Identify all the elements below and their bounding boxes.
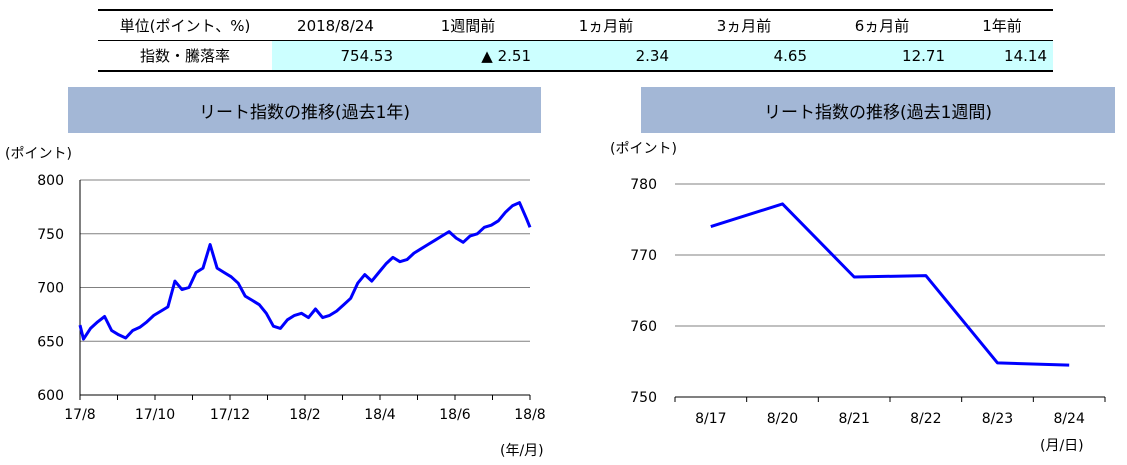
three-month-change: 4.65	[675, 40, 813, 72]
index-value: 754.53	[272, 40, 399, 72]
six-month-change: 12.71	[813, 40, 951, 72]
left-x-tick-label: 18/8	[514, 407, 545, 423]
one-year-header: 1年前	[951, 9, 1053, 41]
right-x-tick-label: 8/21	[838, 411, 869, 427]
left-x-axis-label: (年/月)	[500, 443, 544, 459]
one-week-change: ▲ 2.51	[399, 40, 537, 72]
right-x-tick-label: 8/20	[767, 411, 798, 427]
right-x-tick-label: 8/23	[982, 411, 1013, 427]
unit-header: 単位(ポイント、%)	[98, 9, 272, 41]
date-header: 2018/8/24	[272, 9, 399, 41]
summary-header-row: 単位(ポイント、%) 2018/8/24 1週間前 1ヵ月前 3ヵ月前 6ヵ月前…	[98, 9, 1053, 41]
right-x-tick-label: 8/17	[695, 411, 726, 427]
left-y-tick-label: 600	[37, 388, 64, 404]
summary-table: 単位(ポイント、%) 2018/8/24 1週間前 1ヵ月前 3ヵ月前 6ヵ月前…	[98, 9, 1053, 72]
right-y-tick-label: 780	[630, 177, 657, 193]
one-month-change: 2.34	[537, 40, 675, 72]
left-y-tick-label: 700	[37, 281, 64, 297]
one-week-header: 1週間前	[399, 9, 537, 41]
right-y-axis-label: (ポイント)	[610, 141, 677, 157]
right-y-tick-label: 750	[630, 390, 657, 406]
left-x-tick-label: 17/12	[210, 407, 250, 423]
left-x-tick-label: 18/6	[439, 407, 471, 423]
right-series-line	[710, 202, 1070, 367]
left-x-tick-label: 18/2	[289, 407, 320, 423]
row-label: 指数・騰落率	[98, 40, 272, 72]
left-y-tick-label: 750	[37, 227, 64, 243]
right-x-axis-label: (月/日)	[1040, 438, 1084, 454]
left-x-tick-label: 17/10	[135, 407, 175, 423]
right-y-tick-label: 770	[630, 248, 657, 264]
right-chart-title: リート指数の推移(過去1週間)	[641, 87, 1115, 133]
one-month-header: 1ヵ月前	[537, 9, 675, 41]
left-y-tick-label: 650	[37, 334, 64, 350]
right-x-tick-label: 8/24	[1053, 411, 1085, 427]
left-series-line	[78, 201, 532, 341]
six-month-header: 6ヵ月前	[813, 9, 951, 41]
right-x-tick-label: 8/22	[910, 411, 941, 427]
one-year-change: 14.14	[951, 40, 1053, 72]
left-x-tick-label: 17/8	[64, 407, 95, 423]
three-month-header: 3ヵ月前	[675, 9, 813, 41]
left-y-axis-label: (ポイント)	[5, 146, 72, 162]
right-y-tick-label: 760	[630, 319, 657, 335]
left-y-tick-label: 800	[37, 173, 64, 189]
summary-value-row: 指数・騰落率 754.53 ▲ 2.51 2.34 4.65 12.71 14.…	[98, 40, 1053, 72]
left-x-tick-label: 18/4	[364, 407, 396, 423]
left-chart-title: リート指数の推移(過去1年)	[68, 87, 541, 133]
